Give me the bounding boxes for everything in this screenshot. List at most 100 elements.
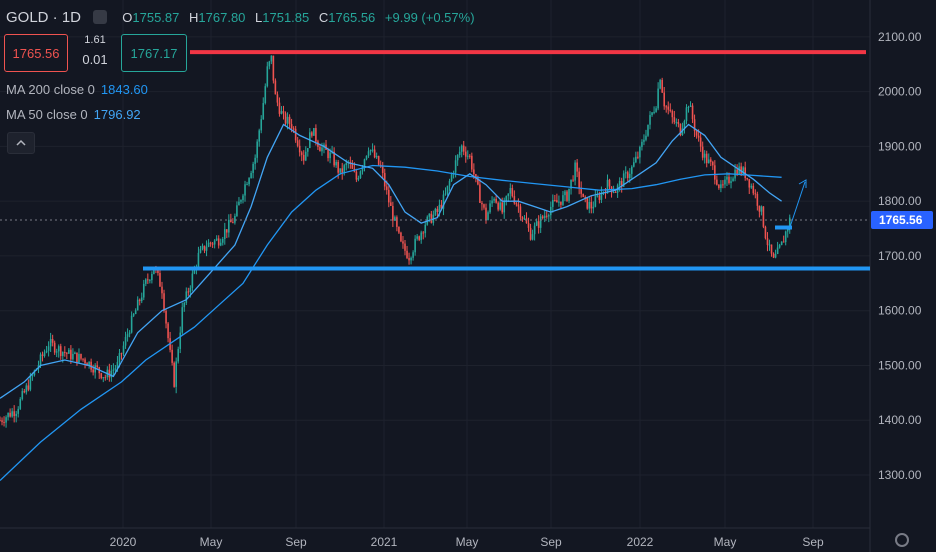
- candle-body: [142, 283, 145, 298]
- candle-body: [357, 177, 360, 180]
- candle-body: [620, 180, 623, 187]
- candle-body: [649, 115, 651, 125]
- candle-body: [414, 238, 416, 253]
- candle-body: [5, 417, 7, 423]
- candle-body: [286, 116, 289, 124]
- candle-body: [371, 149, 374, 151]
- candle-body: [9, 412, 11, 417]
- close-value: 1765.56: [328, 10, 376, 25]
- candle-body: [43, 352, 46, 356]
- price-tick-label: 2100.00: [878, 30, 922, 44]
- candle-body: [108, 369, 111, 378]
- candle-body: [171, 349, 173, 363]
- legend-header: GOLD · 1D O1755.87 H1767.80 L1751.85 C17…: [6, 9, 481, 26]
- candle-body: [100, 373, 103, 379]
- candle-body: [618, 180, 621, 186]
- candle-body: [444, 193, 447, 195]
- candle-body: [479, 184, 481, 203]
- candle-body: [280, 111, 283, 114]
- low-label: L: [255, 10, 263, 25]
- candle-body: [570, 179, 572, 189]
- candle-body: [74, 352, 76, 354]
- candle-body: [96, 365, 98, 368]
- candle-body: [434, 208, 437, 215]
- candle-body: [424, 224, 427, 234]
- candle-body: [712, 161, 714, 166]
- candle-body: [462, 145, 465, 152]
- candle-body: [446, 185, 449, 194]
- candle-body: [651, 112, 653, 116]
- candle-body: [782, 241, 785, 243]
- candle-body: [539, 216, 542, 228]
- ma50-line[interactable]: [0, 123, 782, 399]
- candle-body: [705, 153, 708, 164]
- candle-body: [558, 201, 560, 203]
- candle-body: [416, 236, 418, 239]
- ma50-legend[interactable]: MA 50 close 0 1796.92: [6, 107, 141, 122]
- candle-body: [15, 413, 17, 417]
- sell-price: 1765.56: [12, 45, 60, 61]
- candle-body: [483, 204, 485, 208]
- visibility-icon[interactable]: [92, 10, 107, 24]
- candle-body: [337, 161, 339, 173]
- candle-body: [477, 176, 479, 185]
- candle-body: [215, 238, 218, 241]
- candle-body: [254, 157, 256, 164]
- candle-body: [752, 185, 755, 194]
- candle-body: [223, 229, 226, 239]
- candle-body: [341, 168, 344, 174]
- ma200-legend[interactable]: MA 200 close 0 1843.60: [6, 82, 148, 97]
- buy-button[interactable]: 1767.17: [121, 34, 187, 72]
- candle-body: [766, 238, 769, 245]
- candle-body: [296, 140, 299, 146]
- chevron-up-icon: [16, 139, 26, 146]
- candle-body: [302, 154, 305, 161]
- candle-body: [248, 178, 250, 185]
- candle-body: [489, 203, 491, 213]
- candle-body: [687, 106, 690, 108]
- sell-button[interactable]: 1765.56: [4, 34, 68, 72]
- candle-body: [685, 107, 688, 121]
- candle-body: [519, 206, 522, 218]
- projection-arrow[interactable]: [788, 181, 806, 231]
- candle-body: [673, 117, 676, 123]
- candle-body: [707, 159, 710, 164]
- candle-body: [319, 146, 321, 152]
- candle-body: [718, 184, 720, 189]
- candle-body: [596, 195, 599, 197]
- candle-body: [82, 358, 84, 360]
- candle-body: [57, 346, 60, 352]
- candle-body: [750, 185, 753, 188]
- candle-body: [531, 234, 534, 240]
- candle-body: [88, 361, 90, 367]
- candle-body: [165, 310, 167, 324]
- candle-body: [1, 420, 3, 422]
- price-tick-label: 1900.00: [878, 139, 922, 153]
- candle-body: [290, 124, 293, 129]
- candle-body: [197, 252, 200, 268]
- candle-body: [533, 225, 536, 235]
- candle-body: [29, 375, 32, 390]
- candle-body: [130, 315, 133, 333]
- candle-body: [124, 336, 127, 346]
- candle-body: [49, 339, 52, 347]
- settings-gear-icon[interactable]: [895, 533, 909, 547]
- candle-body: [693, 119, 696, 131]
- ma200-value: 1843.60: [100, 82, 148, 97]
- ma200-line[interactable]: [0, 164, 782, 481]
- candle-body: [112, 369, 115, 371]
- price-tick-label: 1300.00: [878, 468, 922, 482]
- candle-body: [653, 111, 655, 113]
- candle-body: [230, 219, 232, 223]
- candle-body: [661, 79, 663, 93]
- time-tick-label: May: [714, 535, 737, 549]
- candle-body: [709, 159, 712, 162]
- symbol-label[interactable]: GOLD · 1D: [6, 9, 82, 26]
- candle-body: [641, 141, 643, 147]
- candle-body: [701, 146, 704, 158]
- candle-body: [758, 205, 761, 212]
- collapse-legend-button[interactable]: [7, 132, 35, 154]
- candle-body: [736, 169, 738, 175]
- candle-body: [191, 273, 194, 288]
